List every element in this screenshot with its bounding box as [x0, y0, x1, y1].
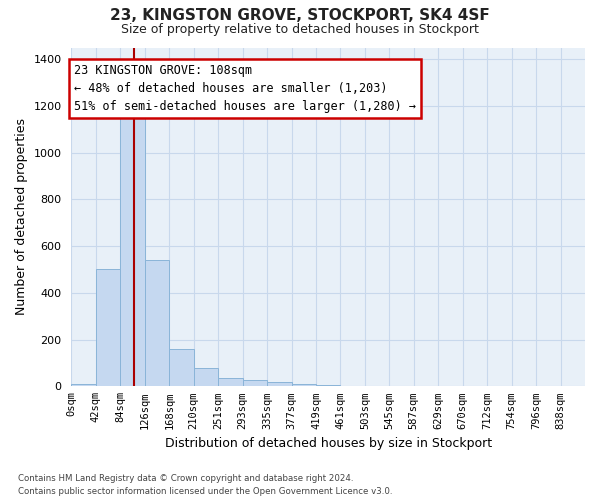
Bar — [194, 368, 218, 386]
Bar — [169, 349, 194, 387]
Bar — [242, 380, 267, 386]
Text: Size of property relative to detached houses in Stockport: Size of property relative to detached ho… — [121, 22, 479, 36]
Bar — [267, 382, 292, 386]
Text: 23 KINGSTON GROVE: 108sqm
← 48% of detached houses are smaller (1,203)
51% of se: 23 KINGSTON GROVE: 108sqm ← 48% of detac… — [74, 64, 416, 113]
Text: 23, KINGSTON GROVE, STOCKPORT, SK4 4SF: 23, KINGSTON GROVE, STOCKPORT, SK4 4SF — [110, 8, 490, 22]
Y-axis label: Number of detached properties: Number of detached properties — [15, 118, 28, 316]
Text: Contains HM Land Registry data © Crown copyright and database right 2024.
Contai: Contains HM Land Registry data © Crown c… — [18, 474, 392, 496]
Bar — [71, 384, 96, 386]
Bar — [218, 378, 242, 386]
Bar — [292, 384, 316, 386]
Bar — [145, 260, 169, 386]
Bar — [121, 116, 145, 386]
Bar — [96, 270, 121, 386]
X-axis label: Distribution of detached houses by size in Stockport: Distribution of detached houses by size … — [164, 437, 492, 450]
Bar — [316, 385, 340, 386]
